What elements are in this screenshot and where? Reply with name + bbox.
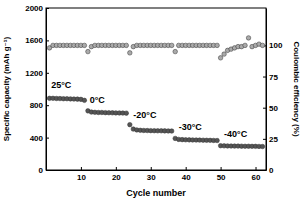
marker [86, 49, 91, 54]
y2-axis-tick: 75 [263, 73, 278, 82]
y2-axis-tick: 100 [263, 41, 283, 50]
y2-axis-tick-mark [263, 139, 266, 140]
marker [124, 111, 129, 116]
x-axis-title: Cycle number [126, 188, 186, 198]
marker [82, 43, 87, 48]
marker [124, 43, 129, 48]
y-axis-tick: 800 [30, 101, 49, 110]
y-axis-tick-mark [46, 105, 49, 106]
x-axis-tick-label: 30 [147, 173, 156, 182]
x-axis-tick-mark [81, 167, 82, 170]
marker [260, 43, 265, 48]
y2-axis: 0 25 50 75 100 [263, 9, 283, 176]
chart: 10 20 30 40 50 60 0 400 800 1200 1600 2000 0 25 50 75 10… [0, 0, 300, 200]
marker [215, 43, 220, 48]
annotation: -20°C [133, 110, 157, 120]
x-axis-tick-mark [116, 167, 117, 170]
plot-frame [46, 8, 266, 170]
y2-axis-line [266, 9, 267, 171]
y-axis-tick-label: 2000 [25, 4, 43, 13]
marker [128, 122, 133, 127]
x-axis-tick-mark [221, 167, 222, 170]
x-axis-tick-mark [186, 167, 187, 170]
y2-axis-tick-mark [263, 108, 266, 109]
x-axis-tick: 60 [252, 167, 261, 182]
x-axis-tick: 20 [112, 167, 121, 182]
y2-axis-tick-label: 75 [269, 73, 278, 82]
y-axis-tick-mark [46, 170, 49, 171]
y2-axis-tick: 25 [263, 135, 278, 144]
x-axis-tick-label: 40 [182, 173, 191, 182]
marker [82, 98, 87, 103]
series [47, 36, 265, 60]
plot: 10 20 30 40 50 60 0 400 800 1200 1600 2000 0 25 50 75 10… [25, 4, 283, 182]
y2-axis-tick-label: 25 [269, 135, 278, 144]
y-axis-tick: 1200 [25, 69, 49, 78]
marker [218, 56, 223, 61]
y2-axis-tick-label: 50 [269, 104, 278, 113]
y2-axis-tick: 50 [263, 104, 278, 113]
y-axis-tick-mark [46, 73, 49, 74]
y-axis-tick: 2000 [25, 4, 49, 13]
annotation: 25°C [51, 80, 72, 90]
x-axis-tick-label: 60 [252, 173, 261, 182]
y-axis-tick: 1600 [25, 36, 49, 45]
y2-axis-tick: 0 [263, 166, 274, 175]
x-axis-tick: 50 [217, 167, 226, 182]
x-axis-line [47, 170, 267, 171]
x-axis-tick-label: 10 [77, 173, 86, 182]
x-axis-tick: 40 [182, 167, 191, 182]
y2-axis-tick-label: 100 [269, 41, 283, 50]
marker [173, 49, 178, 54]
marker [243, 43, 248, 48]
x-axis-tick: 30 [147, 167, 156, 182]
y2-axis-tick-mark [263, 170, 266, 171]
annotation: -40°C [224, 129, 248, 139]
y-axis-tick-mark [46, 138, 49, 139]
y2-axis-tick-label: 0 [269, 166, 274, 175]
y-axis-tick-label: 1600 [25, 36, 43, 45]
y-axis-tick: 0 [39, 166, 49, 175]
y-axis: 0 400 800 1200 1600 2000 [25, 4, 49, 175]
marker [215, 138, 220, 143]
annotation: 0°C [90, 95, 106, 105]
series [47, 96, 265, 149]
y-axis-tick-mark [46, 40, 49, 41]
marker [169, 43, 174, 48]
x-axis-tick-label: 50 [217, 173, 226, 182]
y-axis-tick-label: 1200 [25, 69, 43, 78]
y2-axis-title: Coulombic efficiency (%) [292, 41, 300, 136]
y-axis-tick-label: 400 [30, 134, 44, 143]
marker [222, 52, 227, 57]
data-marks [47, 36, 265, 149]
marker [260, 144, 265, 149]
x-axis-tick-label: 20 [112, 173, 121, 182]
annotation: -30°C [179, 122, 203, 132]
marker [128, 51, 133, 56]
y-axis-tick-label: 800 [30, 101, 44, 110]
x-axis: 10 20 30 40 50 60 [47, 167, 267, 182]
marker [169, 129, 174, 134]
y-axis-line [46, 9, 47, 171]
marker [246, 36, 251, 41]
x-axis-tick: 10 [77, 167, 86, 182]
y-axis-title: Specific capacity (mAh g⁻¹) [2, 37, 11, 142]
y-axis-tick-label: 0 [39, 166, 44, 175]
y-axis-tick-mark [46, 8, 49, 9]
x-axis-tick-mark [151, 167, 152, 170]
x-axis-tick-mark [256, 167, 257, 170]
y-axis-tick: 400 [30, 134, 49, 143]
y2-axis-tick-mark [263, 77, 266, 78]
